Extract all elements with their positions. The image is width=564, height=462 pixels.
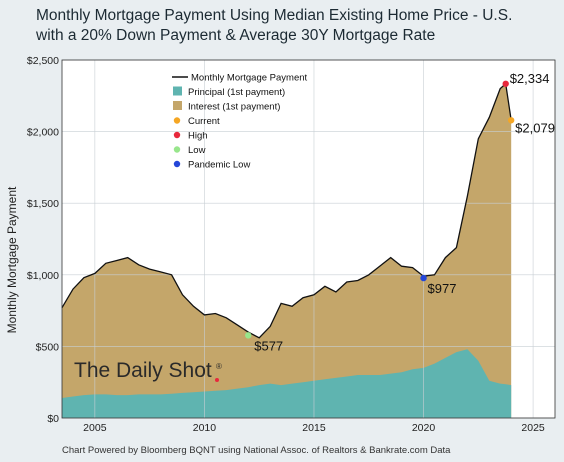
legend-square-swatch <box>173 101 182 110</box>
annotation-label: $577 <box>254 338 283 353</box>
chart-footer: Chart Powered by Bloomberg BQNT using Na… <box>62 445 451 456</box>
low-marker <box>245 332 252 339</box>
x-tick-label: 2005 <box>83 422 107 434</box>
y-tick-label: $2,000 <box>27 127 59 139</box>
legend-label: Pandemic Low <box>188 160 250 171</box>
y-tick-label: $500 <box>36 341 60 353</box>
plot-border <box>61 59 556 419</box>
legend-label: Interest (1st payment) <box>188 102 280 113</box>
x-tick-label: 2010 <box>193 422 217 434</box>
principal-area <box>62 349 512 418</box>
y-tick-label: $1,000 <box>27 270 59 282</box>
interest-area <box>62 83 512 419</box>
y-tick-label: $0 <box>47 413 59 425</box>
title-line-1: Monthly Mortgage Payment Using Median Ex… <box>36 7 513 24</box>
annotation-label: $977 <box>428 281 457 296</box>
legend-square-swatch <box>173 86 182 96</box>
chart-title: Monthly Mortgage Payment Using Median Ex… <box>36 6 556 46</box>
watermark-dot <box>215 378 219 382</box>
legend-dot-swatch <box>173 117 181 124</box>
high-marker <box>502 80 509 87</box>
legend-label: Low <box>188 145 206 156</box>
watermark: The Daily Shot <box>74 359 212 382</box>
monthly-payment-line <box>61 82 512 339</box>
title-line-2: with a 20% Down Payment & Average 30Y Mo… <box>36 27 436 44</box>
legend-label: Monthly Mortgage Payment <box>191 73 308 84</box>
y-tick-label: $2,500 <box>27 55 59 67</box>
legend-dot-swatch <box>173 131 181 139</box>
y-tick-label: $1,500 <box>27 198 59 210</box>
watermark-reg-mark: ® <box>216 362 222 371</box>
current-marker <box>507 117 515 124</box>
annotation-label: $2,334 <box>510 71 550 86</box>
legend-dot-swatch <box>173 146 181 153</box>
x-tick-label: 2025 <box>521 422 545 434</box>
legend-label: Current <box>188 116 220 127</box>
legend-dot-swatch <box>173 160 181 168</box>
x-tick-label: 2020 <box>412 422 436 434</box>
x-tick-label: 2015 <box>302 422 326 434</box>
legend-label: Principal (1st payment) <box>188 87 285 98</box>
pandemic-low-marker <box>420 274 427 282</box>
legend-label: High <box>188 131 208 142</box>
annotation-label: $2,079 <box>515 120 555 135</box>
